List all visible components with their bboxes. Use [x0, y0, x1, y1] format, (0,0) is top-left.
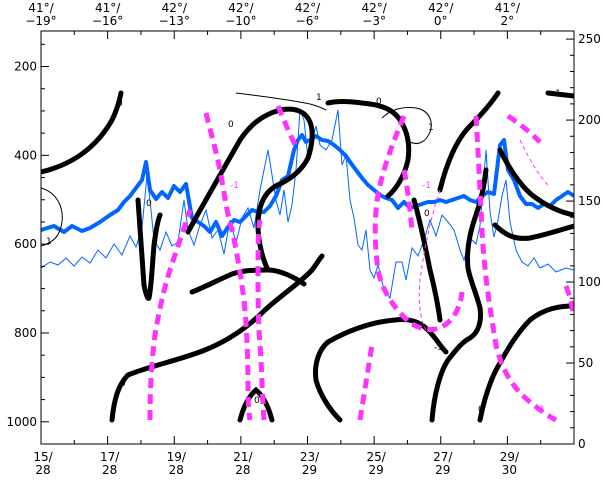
top-axis-lon-label: −16°: [92, 14, 123, 28]
contour-black-2: [135, 197, 163, 301]
contour-black-14: [237, 386, 275, 423]
bottom-axis-month-label: 28: [235, 463, 250, 477]
bottom-axis-day-label: 21/: [233, 450, 253, 464]
top-axis-lon-label: −10°: [225, 14, 256, 28]
contour-label-m1d: -1: [422, 181, 431, 191]
left-axis-tick-label: 1000: [6, 415, 37, 429]
top-axis-lat-label: 42°/: [162, 1, 188, 15]
bottom-axis-month-label: 30: [502, 463, 517, 477]
top-axis-lon-label: −6°: [296, 14, 320, 28]
left-axis-tick-label: 200: [14, 60, 37, 74]
contour-black-12: [492, 222, 574, 241]
top-axis-lat-label: 41°/: [495, 1, 521, 15]
contour-black-15: [545, 90, 574, 99]
bottom-axis-month-label: 29: [435, 463, 450, 477]
contour-label-m1b: -1: [552, 89, 561, 99]
contour-label-0g: 0: [424, 209, 430, 219]
magenta-contours: [147, 105, 574, 423]
contour-thin-3: [381, 107, 432, 145]
left-axis-tick-label: 600: [14, 237, 37, 251]
contour-magenta-1: [147, 209, 193, 421]
top-axis-lat-label: 42°/: [295, 1, 321, 15]
right-axis-tick-label: 200: [578, 113, 601, 127]
top-axis-lat-label: 42°/: [361, 1, 387, 15]
contour-magenta-2: [203, 112, 253, 421]
bottom-axis-day-label: 17/: [100, 450, 120, 464]
right-axis-tick-label: 150: [578, 194, 601, 208]
bottom-axis-month-label: 29: [302, 463, 317, 477]
contour-black-9: [429, 167, 489, 423]
contour-black-8: [411, 197, 443, 323]
bottom-axis-day-label: 27/: [433, 450, 453, 464]
contour-thin-2: [235, 92, 327, 111]
thin-contours: [41, 92, 432, 247]
right-axis-tick-label: 250: [578, 32, 601, 46]
left-axis-tick-label: 800: [14, 326, 37, 340]
bottom-axis-month-label: 28: [169, 463, 184, 477]
top-axis-lon-label: −19°: [25, 14, 56, 28]
contour-magenta-6: [357, 344, 375, 421]
contour-label-0d: 0: [146, 199, 152, 209]
series-thick-blue: [41, 133, 574, 238]
top-axis-lon-label: 2°: [501, 14, 515, 28]
contour-label-m1a: -1: [434, 343, 443, 353]
top-axis-lon-label: 0°: [434, 14, 448, 28]
bottom-axis-day-label: 25/: [366, 450, 386, 464]
contour-magenta-10: [563, 285, 574, 317]
right-axis-tick-label: 50: [578, 356, 593, 370]
bottom-axis-day-label: 15/: [33, 450, 53, 464]
top-axis-lat-label: 41°/: [28, 1, 54, 15]
magenta-thin-contours: [418, 139, 549, 331]
contour-black-10: [437, 90, 501, 193]
contour-thin-1: [41, 187, 63, 247]
bottom-axis-day-label: 19/: [167, 450, 187, 464]
left-axis-tick-label: 400: [14, 148, 37, 162]
contour-black-4: [185, 106, 315, 273]
contour-black-1: [41, 90, 124, 175]
contour-label-m1e: -1: [536, 405, 545, 415]
bottom-axis-day-label: 29/: [500, 450, 520, 464]
contour-label-0f: 0: [478, 405, 484, 415]
contour-magenta-7: [401, 169, 415, 231]
contour-magenta-4: [275, 105, 301, 152]
top-axis-lat-label: 41°/: [95, 1, 121, 15]
top-axis-lat-label: 42°/: [228, 1, 254, 15]
bottom-axis-day-label: 23/: [300, 450, 320, 464]
contour-label-1b: 1: [428, 123, 434, 133]
bottom-axis-month-label: 28: [35, 463, 50, 477]
contour-label-1a: 1: [316, 93, 322, 103]
contour-black-5: [189, 267, 307, 295]
contour-label-m1c: -1: [230, 181, 239, 191]
contour-label-0e: 0: [120, 379, 126, 389]
contour-label-0h: 0: [254, 396, 260, 406]
contour-magenta-thin-2: [519, 139, 549, 186]
contour-magenta-3: [255, 219, 267, 421]
contour-label-0a: 0: [117, 99, 123, 109]
contour-label-0b: 0: [228, 120, 234, 130]
top-axis-lon-label: −13°: [159, 14, 190, 28]
right-axis-tick-label: 0: [578, 437, 586, 451]
right-axis-tick-label: 100: [578, 275, 601, 289]
right-axis: 0 50 100 150 200 250: [566, 32, 601, 451]
top-axis-lon-label: −3°: [362, 14, 386, 28]
contour-magenta-8: [473, 115, 558, 423]
left-axis: 200 400 600 800 1000: [6, 43, 49, 445]
contour-magenta-9: [506, 113, 542, 144]
contour-label-1c: 1: [46, 237, 52, 247]
bottom-axis-month-label: 28: [102, 463, 117, 477]
black-contours: [41, 90, 574, 423]
contour-magenta-5: [372, 115, 465, 333]
top-axis-lat-label: 42°/: [428, 1, 454, 15]
contour-label-0c: 0: [376, 97, 382, 107]
contour-magenta-thin-1: [418, 189, 441, 331]
contour-black-11: [497, 147, 574, 218]
bottom-axis-month-label: 29: [368, 463, 383, 477]
contour-black-13: [477, 303, 574, 423]
contour-label-group: 0 0 0 0 0 0 0 0 1 1 1 -1 -1 -1 -1 -1: [46, 89, 561, 415]
contour-black-3: [109, 253, 325, 423]
top-axis: 41°/−19°41°/−16°42°/−13°42°/−10°42°/−6°4…: [25, 1, 575, 39]
